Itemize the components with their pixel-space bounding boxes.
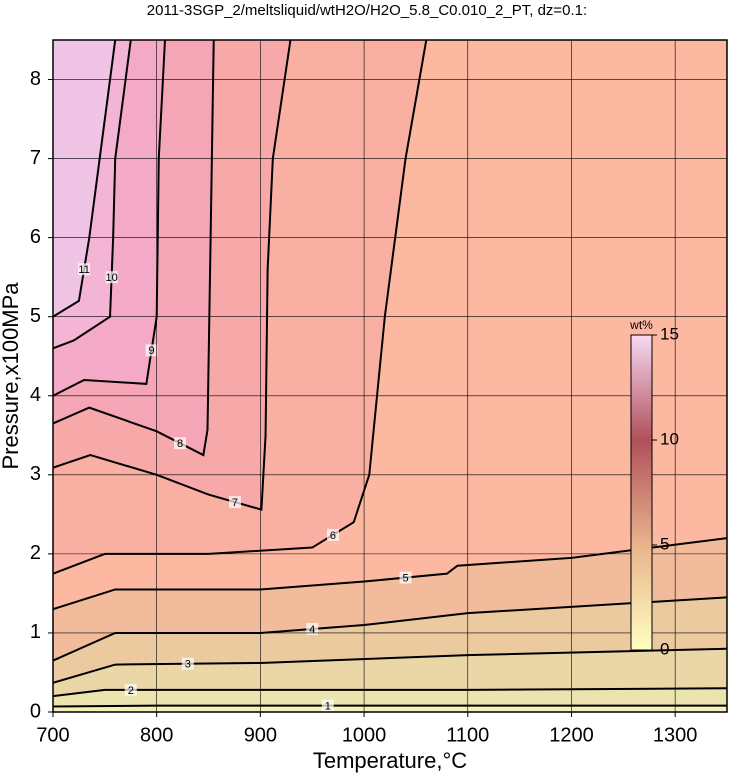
x-axis-label: Temperature,°C: [313, 748, 467, 773]
contour-label: 4: [309, 624, 315, 636]
contour-fill: [53, 40, 116, 317]
y-tick-label: 6: [30, 226, 41, 248]
contour-line: [53, 40, 292, 511]
x-tick-label: 900: [244, 724, 277, 746]
contour-label: 7: [232, 497, 238, 509]
x-tick-label: 800: [140, 724, 173, 746]
plot-frame: [52, 39, 728, 713]
y-tick-label: 7: [30, 147, 41, 169]
contour-label-bg: [145, 344, 158, 357]
contour-label: 2: [128, 685, 134, 697]
x-tick-label: 1000: [342, 724, 387, 746]
colorbar-tick-label: 15: [660, 324, 679, 343]
x-tick-label: 700: [36, 724, 69, 746]
contour-label-bg: [124, 683, 137, 696]
contour-label-bg: [181, 657, 194, 670]
colorbar-label: wt%: [629, 318, 653, 332]
contour-label-bg: [174, 437, 187, 450]
chart-title: 2011-3SGP_2/meltsliquid/wtH2O/H2O_5.8_C0…: [147, 2, 587, 19]
y-axis-label: Pressure,x100MPa: [0, 282, 23, 470]
contour-label-bg: [326, 528, 339, 541]
contour-label-bg: [306, 622, 319, 635]
y-tick-label: 5: [30, 305, 41, 327]
y-tick-label: 0: [30, 700, 41, 722]
colorbar-tick-label: 0: [660, 639, 669, 658]
contour-fill: [53, 705, 727, 712]
contour-label: 8: [177, 438, 183, 450]
contour-label: 10: [105, 272, 117, 284]
y-tick-label: 8: [30, 68, 41, 90]
contour-label: 1: [325, 701, 331, 713]
contour-label: 6: [330, 530, 336, 542]
contour-label: 3: [185, 659, 191, 671]
contour-label: 11: [78, 264, 89, 276]
contour-label-bg: [321, 699, 334, 712]
contour-label-bg: [105, 271, 118, 284]
contour-label-bg: [228, 496, 241, 509]
y-tick-label: 2: [30, 542, 41, 564]
contour-label-bg: [78, 263, 91, 276]
contour-label-bg: [399, 571, 412, 584]
contour-label: 9: [148, 345, 154, 357]
y-tick-label: 1: [30, 621, 41, 643]
colorbar-tick-label: 5: [660, 534, 669, 553]
x-tick-label: 1300: [653, 724, 698, 746]
x-tick-label: 1100: [446, 724, 489, 746]
colorbar-tick-label: 10: [660, 429, 679, 448]
plot-area: 6 7 8 9 10 11 5 4 3 2 1: [53, 40, 727, 713]
colorbar: [630, 334, 653, 651]
contour-line: [53, 704, 727, 708]
x-tick-label: 1200: [549, 724, 594, 746]
y-tick-label: 4: [30, 384, 41, 406]
y-tick-label: 3: [30, 463, 41, 485]
contour-label: 5: [402, 573, 408, 585]
